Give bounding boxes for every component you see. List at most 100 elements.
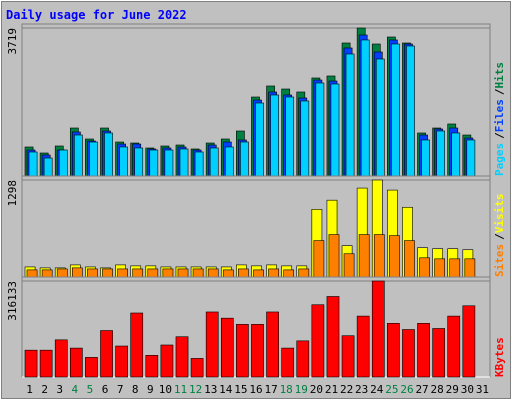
bar [466, 139, 476, 177]
bar [462, 305, 476, 378]
bar [300, 100, 310, 177]
y-max-label: 1298 [6, 180, 19, 207]
bar [434, 258, 446, 278]
bar [406, 45, 415, 177]
bar [222, 269, 234, 278]
bar [147, 268, 159, 278]
x-tick-label: 14 [219, 383, 233, 396]
bar [375, 58, 385, 177]
x-tick-label: 24 [370, 383, 384, 396]
x-tick-label: 16 [249, 383, 262, 396]
x-tick-label: 12 [189, 383, 202, 396]
bar [164, 149, 174, 177]
x-tick-label: 27 [415, 383, 428, 396]
x-tick-label: 22 [340, 383, 353, 396]
bar [326, 296, 340, 378]
bar [270, 94, 279, 177]
bar [402, 329, 415, 378]
bar [240, 141, 249, 177]
y-max-label: 316133 [6, 281, 19, 321]
x-tick-label: 2 [41, 383, 48, 396]
bar [104, 132, 113, 177]
x-tick-label: 20 [310, 383, 323, 396]
x-tick-label: 31 [476, 383, 489, 396]
bar [71, 267, 83, 278]
bar [311, 304, 325, 378]
bar [207, 268, 219, 278]
bar [56, 268, 68, 278]
bar [341, 335, 355, 378]
legend: KBytes [493, 337, 506, 377]
bar [330, 83, 340, 177]
bar [296, 340, 310, 378]
x-tick-label: 19 [295, 383, 308, 396]
bar [87, 268, 98, 278]
bar [343, 253, 355, 278]
bar [24, 349, 38, 378]
bar [373, 234, 385, 278]
bar [417, 323, 430, 378]
bar [238, 268, 249, 278]
bar [236, 324, 249, 378]
bar [132, 268, 144, 278]
x-tick-label: 25 [385, 383, 398, 396]
bar [190, 358, 204, 378]
bar [268, 268, 279, 278]
bar [117, 268, 128, 278]
bar [283, 269, 295, 278]
bar [134, 147, 144, 177]
bar [145, 355, 159, 378]
x-tick-label: 13 [204, 383, 217, 396]
bar [100, 330, 113, 378]
bar [255, 102, 264, 177]
bar [220, 317, 234, 378]
bar [451, 132, 461, 177]
bar [26, 269, 38, 278]
bar [356, 315, 370, 378]
bar [449, 258, 461, 278]
bar [387, 323, 400, 378]
bar [253, 269, 264, 278]
y-max-label: 3719 [6, 28, 19, 55]
bar [54, 339, 68, 378]
x-tick-label: 15 [234, 383, 247, 396]
bar [194, 151, 204, 177]
x-tick-label: 8 [132, 383, 139, 396]
bar [421, 139, 430, 177]
x-tick-label: 26 [400, 383, 413, 396]
legend-separator: / [493, 88, 506, 95]
x-tick-label: 3 [56, 383, 63, 396]
bar [58, 149, 68, 177]
bar [205, 311, 219, 378]
x-tick-label: 5 [87, 383, 94, 396]
bar [69, 347, 83, 378]
x-tick-label: 18 [280, 383, 293, 396]
bar [224, 146, 234, 177]
bar [89, 141, 98, 177]
bar [85, 357, 98, 378]
x-tick-label: 9 [147, 383, 154, 396]
bar [41, 269, 53, 278]
legend-entry: Hits [493, 62, 506, 89]
x-tick-label: 28 [431, 383, 444, 396]
bar [162, 268, 174, 278]
legend-entry: Pages [493, 143, 506, 176]
bar [389, 235, 400, 278]
x-tick-label: 4 [72, 383, 79, 396]
bar [432, 328, 446, 378]
legend-entry: Files [493, 99, 506, 132]
bar [73, 134, 83, 177]
bar [419, 257, 430, 278]
x-tick-label: 30 [461, 383, 474, 396]
bar [177, 268, 189, 278]
bar [315, 82, 325, 177]
bar [371, 280, 385, 378]
bar [266, 311, 279, 378]
x-tick-label: 23 [355, 383, 368, 396]
bar [464, 258, 476, 278]
bar [360, 39, 370, 177]
legend: Pages/Files/Hits [493, 62, 506, 176]
bar [43, 157, 53, 177]
chart-title: Daily usage for June 2022 [6, 8, 187, 22]
bar [209, 147, 219, 177]
